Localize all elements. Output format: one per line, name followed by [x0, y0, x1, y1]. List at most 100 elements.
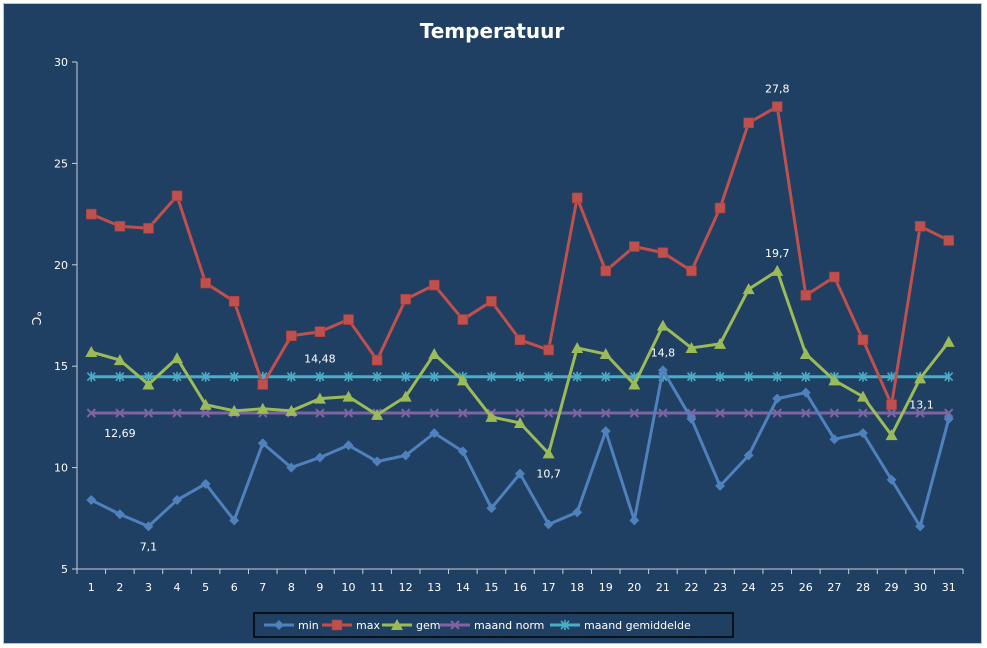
x-tick-label: 10	[342, 581, 356, 594]
point-max	[200, 277, 211, 289]
point-min	[486, 503, 497, 514]
x-tick-label: 13	[427, 581, 441, 594]
point-maand-gemiddelde	[343, 371, 354, 382]
point-maand-gemiddelde	[601, 371, 611, 382]
point-maand-gemiddelde	[772, 371, 782, 382]
x-tick-label: 16	[513, 581, 527, 594]
point-max	[629, 241, 640, 252]
point-min	[686, 413, 697, 424]
point-max	[371, 354, 383, 366]
x-tick-label: 5	[202, 581, 209, 594]
point-max	[743, 117, 754, 129]
point-gem	[171, 352, 184, 364]
point-min	[372, 456, 383, 467]
point-maand-gemiddelde	[86, 371, 96, 382]
point-gem	[914, 372, 927, 384]
legend-label-maand-norm: maand norm	[474, 619, 544, 632]
legend-label-min: min	[298, 619, 319, 632]
point-min	[943, 413, 954, 424]
point-max	[286, 330, 297, 342]
point-gem	[85, 346, 98, 358]
point-gem	[256, 402, 269, 414]
point-maand-norm	[915, 408, 925, 418]
point-min	[515, 468, 525, 479]
point-gem	[371, 408, 384, 420]
point-maand-norm	[801, 408, 811, 418]
point-maand-norm	[429, 408, 439, 418]
point-gem	[285, 404, 298, 416]
y-tick-label: 5	[61, 563, 68, 576]
point-min	[829, 434, 840, 445]
point-maand-norm	[86, 408, 96, 418]
point-maand-gemiddelde	[744, 371, 754, 382]
point-maand-gemiddelde	[172, 371, 182, 382]
point-gem	[399, 390, 412, 402]
point-max	[85, 208, 97, 220]
chart-title: Temperatuur	[420, 19, 565, 43]
point-gem	[799, 348, 812, 360]
x-tick-label: 7	[259, 581, 266, 594]
point-gem	[599, 348, 612, 360]
point-min	[715, 480, 726, 491]
point-max	[314, 326, 326, 338]
point-maand-gemiddelde	[858, 371, 868, 382]
x-tick-label: 15	[484, 581, 498, 594]
x-tick-label: 22	[684, 581, 698, 594]
point-maand-norm	[172, 408, 182, 418]
y-tick-label: 15	[54, 360, 68, 373]
point-maand-norm	[572, 408, 582, 418]
point-maand-gemiddelde	[401, 371, 411, 382]
legend-label-maand-gemiddelde: maand gemiddelde	[584, 619, 691, 632]
series-line-min	[90, 368, 951, 528]
point-gem	[542, 447, 555, 459]
series-max	[85, 101, 955, 411]
y-tick-label: 10	[54, 462, 68, 475]
point-maand-gemiddelde	[115, 371, 125, 382]
point-max	[600, 265, 612, 277]
x-tick-label: 8	[288, 581, 295, 594]
point-maand-norm	[658, 408, 668, 418]
point-maand-norm	[343, 408, 354, 418]
point-maand-norm	[829, 408, 840, 418]
x-tick-label: 28	[856, 581, 870, 594]
point-max	[228, 296, 240, 307]
legend-marker-min	[274, 620, 284, 630]
legend-label-max: max	[356, 619, 380, 632]
point-maand-norm	[743, 408, 754, 418]
point-max	[829, 271, 840, 283]
chart-frame	[3, 3, 982, 644]
point-maand-norm	[115, 408, 125, 418]
x-tick-label: 17	[542, 581, 556, 594]
point-max	[857, 334, 869, 346]
point-max	[914, 220, 926, 232]
point-min	[657, 365, 668, 376]
y-tick-label: 25	[54, 157, 68, 170]
point-min	[543, 519, 554, 530]
data-label: 13,1	[909, 399, 934, 412]
legend-label-gem: gem	[416, 619, 440, 632]
point-min	[800, 387, 811, 398]
point-min	[114, 509, 125, 520]
point-gem	[685, 341, 698, 353]
point-gem	[942, 335, 955, 347]
x-tick-label: 6	[231, 581, 238, 594]
point-maand-norm	[944, 408, 954, 418]
point-min	[572, 507, 583, 518]
point-maand-norm	[772, 408, 782, 418]
x-tick-label: 18	[570, 581, 584, 594]
point-maand-gemiddelde	[315, 371, 325, 382]
point-max	[686, 265, 697, 277]
point-maand-gemiddelde	[572, 371, 582, 382]
point-min	[257, 438, 268, 449]
point-min	[343, 440, 354, 451]
point-gem	[456, 374, 469, 386]
point-min	[743, 450, 754, 461]
point-maand-norm	[886, 408, 897, 418]
point-min	[200, 478, 211, 489]
x-tick-label: 30	[913, 581, 927, 594]
x-tick-label: 11	[370, 581, 384, 594]
point-maand-gemiddelde	[801, 371, 811, 382]
point-max	[428, 279, 440, 291]
